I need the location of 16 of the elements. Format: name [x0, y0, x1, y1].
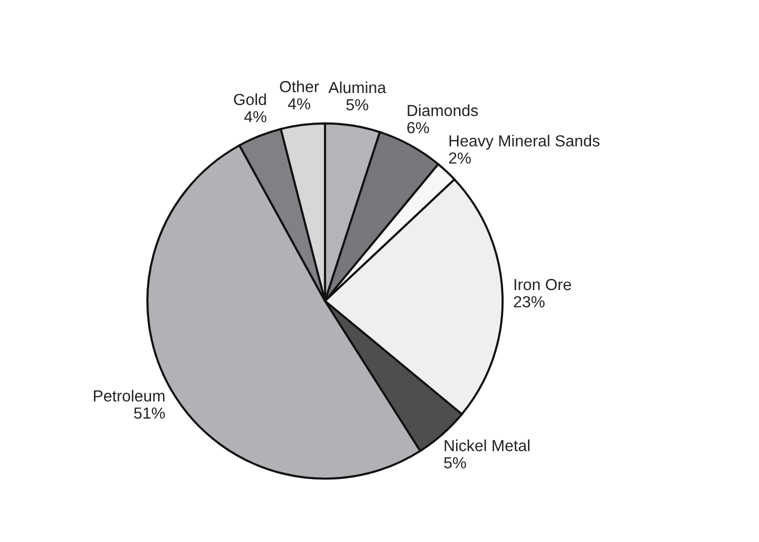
slice-label: Diamonds [408, 104, 478, 116]
slice-label: Petroleum [94, 390, 164, 402]
data-label: 4% [288, 98, 310, 110]
slice-label: Gold [234, 93, 266, 106]
data-label: 5% [444, 457, 466, 468]
slice-label: Nickel Metal [444, 439, 530, 452]
slice-label: Iron Ore [514, 278, 572, 290]
data-label: 5% [346, 99, 368, 110]
data-label: 4% [244, 111, 266, 122]
slice-label: Alumina [328, 81, 386, 94]
data-label: 2% [449, 152, 471, 164]
slice-label: Other [280, 80, 319, 92]
slice-label: Heavy Mineral Sands [450, 134, 600, 150]
data-label: 51% [134, 408, 165, 419]
data-label: 6% [407, 122, 430, 134]
data-label: 23% [514, 296, 545, 308]
